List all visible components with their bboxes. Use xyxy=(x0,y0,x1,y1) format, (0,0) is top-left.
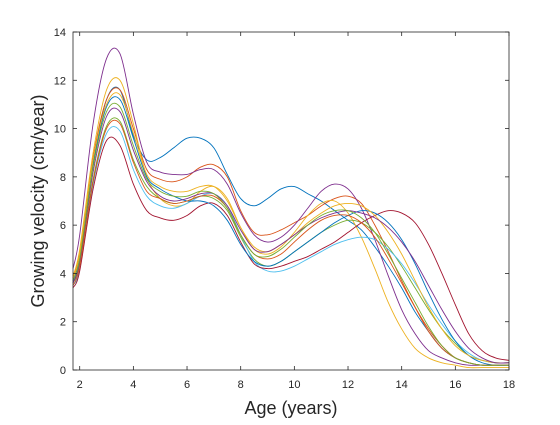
series-line-11 xyxy=(72,107,510,364)
x-tick-label: 2 xyxy=(77,379,83,391)
y-axis-ticks: 0 2 4 6 8 10 12 14 xyxy=(54,27,509,377)
series-line-9 xyxy=(72,119,509,366)
y-tick-label: 14 xyxy=(54,27,66,39)
series-line-6 xyxy=(72,126,510,364)
y-tick-label: 2 xyxy=(60,317,66,329)
series-layer xyxy=(72,47,510,369)
y-axis-label: Growing velocity (cm/year) xyxy=(28,94,48,307)
x-tick-label: 8 xyxy=(238,379,244,391)
y-tick-label: 12 xyxy=(54,75,66,87)
x-axis-label: Age (years) xyxy=(244,398,337,418)
y-tick-label: 10 xyxy=(54,124,66,136)
x-tick-label: 10 xyxy=(288,379,300,391)
y-tick-label: 8 xyxy=(60,172,66,184)
plot-frame xyxy=(72,31,510,371)
x-tick-label: 6 xyxy=(184,379,190,391)
series-line-8 xyxy=(72,96,510,366)
series-line-3 xyxy=(72,77,509,369)
x-axis-ticks: 2 4 6 8 10 12 14 16 18 xyxy=(77,32,515,391)
x-tick-label: 12 xyxy=(342,379,354,391)
x-tick-label: 16 xyxy=(449,379,461,391)
series-line-4 xyxy=(72,47,509,366)
series-line-7 xyxy=(72,136,510,361)
x-tick-label: 14 xyxy=(396,379,408,391)
series-line-12 xyxy=(72,102,509,366)
x-tick-label: 4 xyxy=(130,379,136,391)
plot-background xyxy=(73,32,509,370)
y-tick-label: 4 xyxy=(60,268,66,280)
y-tick-label: 0 xyxy=(60,365,66,377)
y-tick-label: 6 xyxy=(60,220,66,232)
x-tick-label: 18 xyxy=(503,379,515,391)
